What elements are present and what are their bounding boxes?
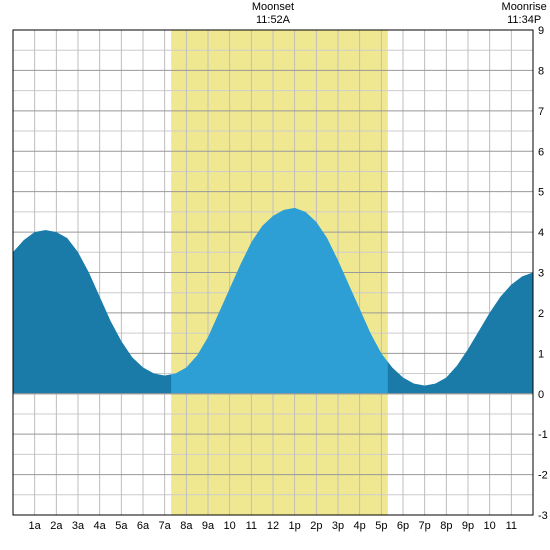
svg-text:8a: 8a [180, 520, 193, 532]
svg-text:6: 6 [538, 146, 544, 158]
moonset-title: Moonset [243, 1, 303, 14]
svg-text:1a: 1a [29, 520, 42, 532]
label-moonrise: Moonrise 11:34P [494, 1, 550, 27]
svg-text:12: 12 [267, 520, 279, 532]
svg-text:0: 0 [538, 389, 544, 401]
svg-text:11: 11 [246, 520, 257, 532]
svg-text:5a: 5a [115, 520, 128, 532]
svg-text:6p: 6p [397, 520, 409, 532]
svg-text:3a: 3a [72, 520, 85, 532]
svg-text:-1: -1 [538, 429, 548, 441]
svg-text:8: 8 [538, 65, 544, 77]
svg-text:2p: 2p [310, 520, 322, 532]
svg-text:4: 4 [538, 227, 544, 239]
tide-chart: Moonset 11:52A Moonrise 11:34P -3-2-1012… [0, 0, 550, 550]
svg-text:9a: 9a [202, 520, 215, 532]
svg-text:9p: 9p [462, 520, 474, 532]
svg-text:10: 10 [484, 520, 496, 532]
chart-svg: -3-2-101234567891a2a3a4a5a6a7a8a9a101112… [0, 0, 550, 550]
svg-text:4a: 4a [94, 520, 107, 532]
svg-text:7a: 7a [159, 520, 172, 532]
svg-text:5: 5 [538, 187, 544, 199]
svg-text:7: 7 [538, 106, 544, 118]
svg-text:2: 2 [538, 308, 544, 320]
svg-text:6a: 6a [137, 520, 150, 532]
svg-text:1p: 1p [289, 520, 301, 532]
svg-text:1: 1 [538, 348, 544, 360]
svg-text:3p: 3p [332, 520, 344, 532]
svg-text:7p: 7p [419, 520, 431, 532]
svg-text:10: 10 [224, 520, 236, 532]
svg-text:-2: -2 [538, 470, 548, 482]
moonrise-title: Moonrise [494, 1, 550, 14]
label-moonset: Moonset 11:52A [243, 1, 303, 27]
svg-text:11: 11 [506, 520, 517, 532]
svg-text:5p: 5p [375, 520, 387, 532]
moonrise-time: 11:34P [494, 14, 550, 27]
moonset-time: 11:52A [243, 14, 303, 27]
svg-text:3: 3 [538, 268, 544, 280]
svg-text:8p: 8p [440, 520, 452, 532]
svg-text:2a: 2a [50, 520, 63, 532]
svg-text:-3: -3 [538, 510, 548, 522]
svg-text:4p: 4p [354, 520, 366, 532]
